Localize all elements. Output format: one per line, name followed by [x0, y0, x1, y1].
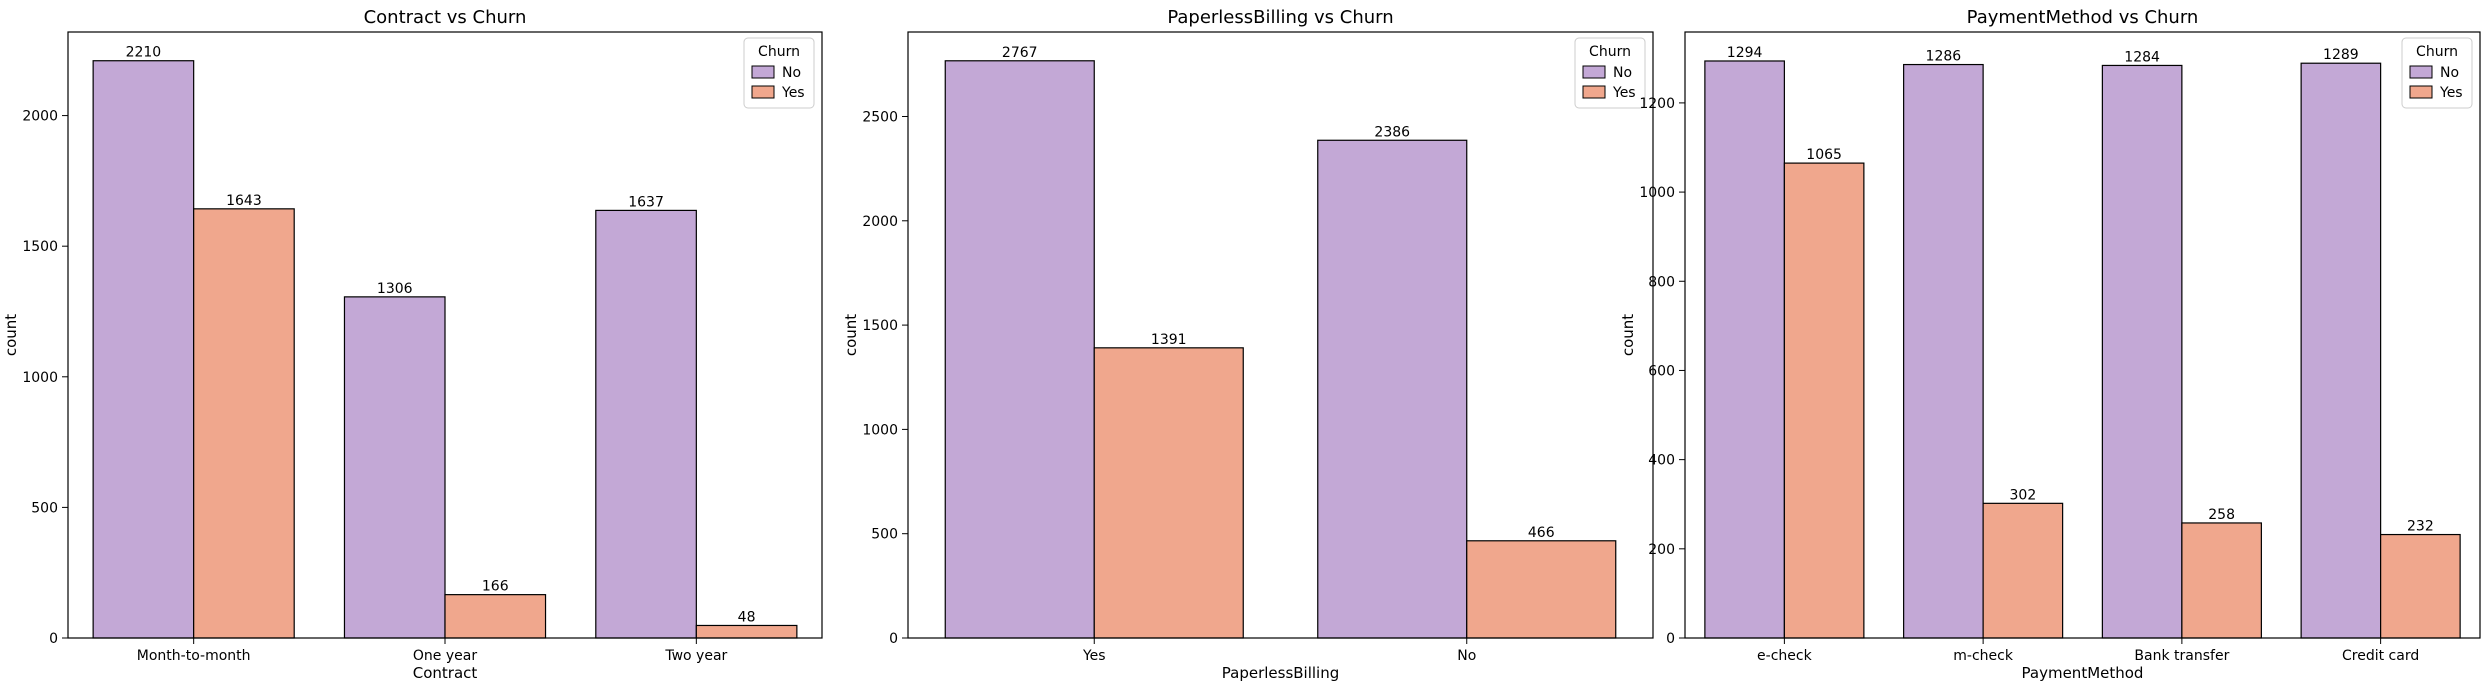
bar-value-label: 1294	[1727, 45, 1763, 61]
bar-value-label: 1306	[377, 281, 413, 297]
legend-swatch-no	[751, 65, 775, 79]
legend-title: Churn	[758, 44, 800, 60]
bar-no-1	[1704, 60, 1785, 639]
bar-yes-3	[2181, 522, 2262, 639]
y-tick-label: 2000	[862, 214, 898, 230]
y-tick-label: 500	[31, 500, 58, 516]
bar-no-1	[944, 60, 1095, 639]
bar-value-label: 302	[2010, 487, 2037, 503]
legend-entry-no: No	[2440, 65, 2459, 81]
y-tick-label: 0	[1666, 631, 1675, 647]
bar-value-label: 1391	[1151, 332, 1187, 348]
y-tick-label: 800	[1648, 274, 1675, 290]
bar-no-2	[1317, 139, 1468, 639]
y-tick-label: 1500	[862, 318, 898, 334]
chart-title: PaperlessBilling vs Churn	[1167, 7, 1393, 28]
bar-value-label: 166	[482, 579, 509, 595]
legend-entry-yes: Yes	[2439, 85, 2463, 101]
bar-yes-2	[1466, 540, 1617, 639]
x-tick-label: Bank transfer	[2134, 648, 2229, 664]
x-tick-label: m-check	[1953, 648, 2014, 664]
legend-swatch-yes	[1582, 85, 1606, 99]
bar-no-2	[1903, 63, 1984, 639]
x-tick-label: Month-to-month	[137, 648, 251, 664]
bar-yes-1	[193, 208, 295, 639]
bar-yes-1	[1093, 347, 1244, 639]
x-tick-label: e-check	[1757, 648, 1813, 664]
bar-yes-2	[444, 594, 547, 639]
bar-value-label: 258	[2208, 507, 2235, 523]
bar-value-label: 232	[2407, 519, 2434, 535]
legend-swatch-no	[2409, 65, 2433, 79]
y-tick-label: 500	[871, 527, 898, 543]
y-tick-label: 600	[1648, 363, 1675, 379]
bar-value-label: 2210	[126, 45, 162, 61]
bar-no-3	[2101, 64, 2183, 639]
y-tick-label: 2000	[22, 109, 58, 125]
y-tick-label: 1200	[1639, 96, 1675, 112]
chart-panel-1: Contract vs Churn 0 500 1000 1500 2000 2210 164…	[2, 7, 823, 682]
plot-frame	[1684, 31, 2481, 639]
plot-frame	[67, 31, 823, 639]
bar-no-4	[2300, 62, 2382, 639]
legend-swatch-yes	[2409, 85, 2433, 99]
plot-frame	[907, 31, 1654, 639]
bar-value-label: 2767	[1002, 45, 1038, 61]
y-tick-label: 0	[889, 631, 898, 647]
legend-title: Churn	[1589, 44, 1631, 60]
y-tick-label: 400	[1648, 453, 1675, 469]
legend: Churn No Yes	[2401, 37, 2473, 109]
bar-no-2	[343, 296, 446, 639]
chart-panel-3: PaymentMethod vs Churn 0 200 400 600 800 1000 1…	[1619, 7, 2481, 682]
x-axis-label: PaperlessBilling	[1222, 664, 1340, 682]
legend-swatch-no	[1582, 65, 1606, 79]
x-tick-label: Yes	[1082, 648, 1106, 664]
legend-entry-yes: Yes	[781, 85, 805, 101]
legend-entry-no: No	[782, 65, 801, 81]
y-axis-label: count	[2, 314, 20, 356]
legend-entry-no: No	[1613, 65, 1632, 81]
legend: Churn No Yes	[1574, 37, 1646, 109]
x-tick-label: Two year	[664, 648, 727, 664]
bar-no-1	[92, 60, 195, 639]
bar-yes-1	[1783, 162, 1865, 639]
bar-value-label: 1637	[628, 194, 664, 210]
bar-yes-2	[1982, 502, 2064, 639]
legend: Churn No Yes	[743, 37, 815, 109]
y-tick-label: 1000	[22, 370, 58, 386]
bar-value-label: 1289	[2323, 47, 2359, 63]
y-axis-label: count	[842, 314, 860, 356]
y-axis-label: count	[1619, 314, 1637, 356]
y-tick-label: 200	[1648, 542, 1675, 558]
bar-value-label: 48	[738, 609, 756, 625]
bar-value-label: 1643	[226, 193, 262, 209]
x-axis-label: Contract	[413, 664, 478, 682]
legend-title: Churn	[2416, 44, 2458, 60]
y-tick-label: 2500	[862, 109, 898, 125]
bar-no-3	[595, 209, 697, 639]
bar-yes-4	[2380, 533, 2461, 639]
x-tick-label: Credit card	[2342, 648, 2419, 664]
x-axis-label: PaymentMethod	[2022, 664, 2144, 682]
bar-value-label: 2386	[1374, 124, 1410, 140]
chart-panel-2: PaperlessBilling vs Churn 0 500 1000 1500 200…	[842, 7, 1654, 682]
y-tick-label: 1000	[1639, 185, 1675, 201]
y-tick-label: 1000	[862, 422, 898, 438]
bar-value-label: 466	[1528, 525, 1555, 541]
y-tick-label: 1500	[22, 239, 58, 255]
bar-yes-3	[695, 624, 798, 639]
y-tick-label: 0	[49, 631, 58, 647]
x-tick-label: One year	[413, 648, 477, 664]
bar-value-label: 1065	[1806, 147, 1842, 163]
bar-value-label: 1286	[1926, 49, 1962, 65]
chart-title: Contract vs Churn	[364, 7, 527, 28]
legend-entry-yes: Yes	[1612, 85, 1636, 101]
legend-swatch-yes	[751, 85, 775, 99]
chart-title: PaymentMethod vs Churn	[1967, 7, 2199, 28]
x-tick-label: No	[1457, 648, 1476, 664]
bar-value-label: 1284	[2124, 49, 2160, 65]
